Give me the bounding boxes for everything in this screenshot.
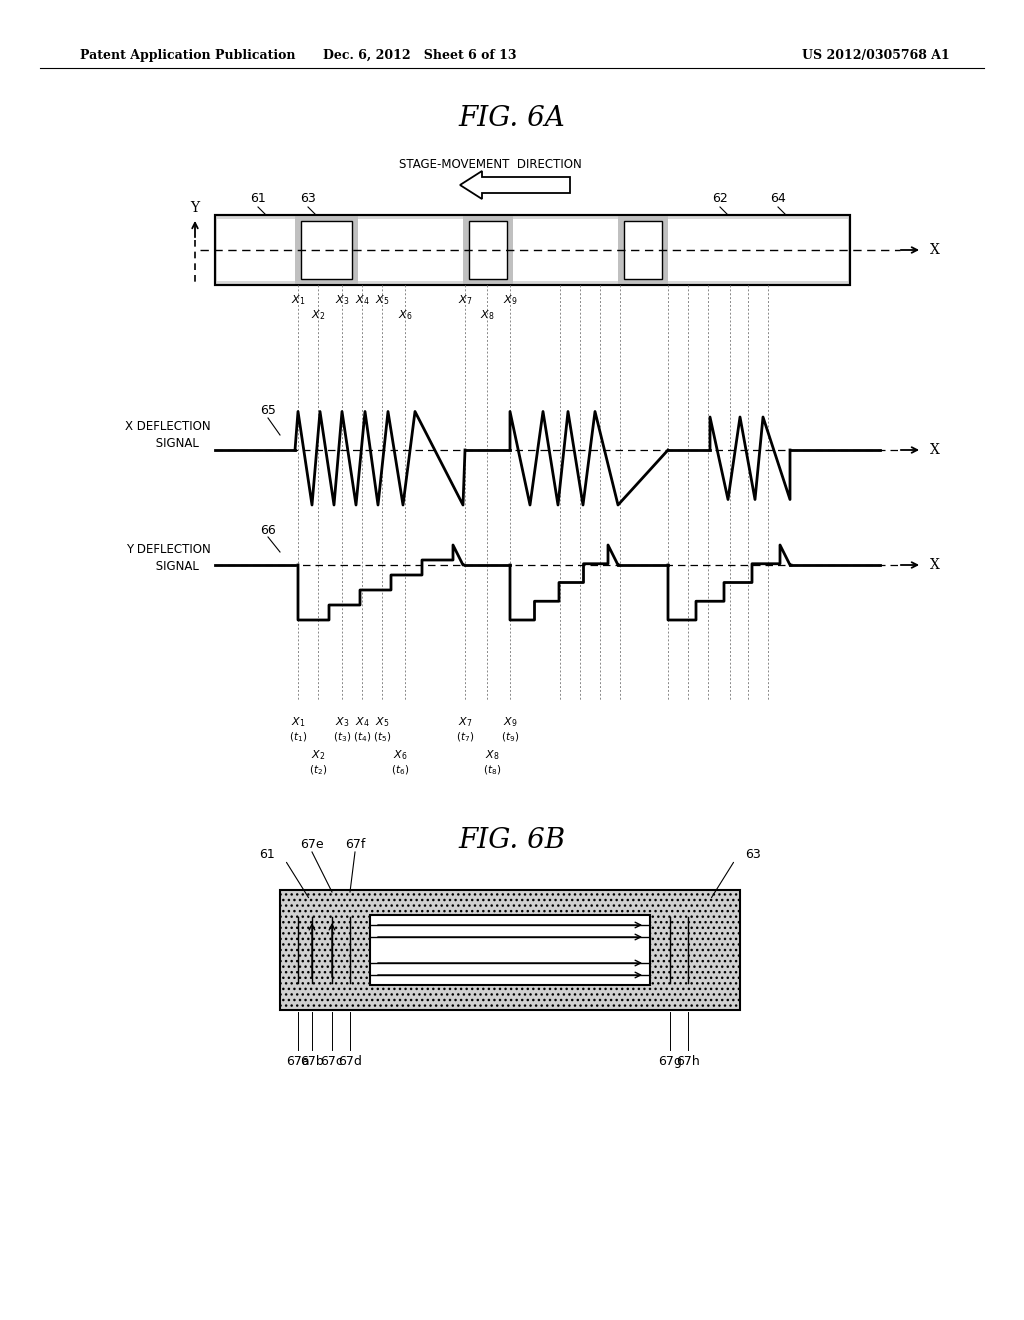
Text: X: X <box>930 444 940 457</box>
Text: $X_3$: $X_3$ <box>335 715 349 729</box>
Text: $(t_9)$: $(t_9)$ <box>501 730 519 743</box>
Bar <box>301 220 352 279</box>
Text: $X_7$: $X_7$ <box>458 715 472 729</box>
Text: 67g: 67g <box>658 1055 682 1068</box>
Text: $(t_1)$: $(t_1)$ <box>289 730 307 743</box>
Text: 67h: 67h <box>676 1055 699 1068</box>
Text: $X_4$: $X_4$ <box>354 715 370 729</box>
Text: 64: 64 <box>770 191 785 205</box>
Bar <box>295 215 358 285</box>
Text: $X_2$: $X_2$ <box>311 308 326 322</box>
Text: $X_5$: $X_5$ <box>375 715 389 729</box>
Text: FIG. 6A: FIG. 6A <box>459 104 565 132</box>
Text: Patent Application Publication: Patent Application Publication <box>80 49 296 62</box>
Bar <box>215 215 850 285</box>
Text: $X_4$: $X_4$ <box>354 293 370 306</box>
FancyArrow shape <box>460 172 570 199</box>
Text: $X_1$: $X_1$ <box>291 715 305 729</box>
Text: $X_6$: $X_6$ <box>397 308 413 322</box>
Text: $(t_3)$: $(t_3)$ <box>333 730 351 743</box>
Bar <box>215 215 850 285</box>
Text: $X_1$: $X_1$ <box>291 293 305 306</box>
Text: $(t_4)$: $(t_4)$ <box>353 730 371 743</box>
Text: 66: 66 <box>260 524 275 536</box>
Text: 67d: 67d <box>338 1055 361 1068</box>
Bar <box>624 220 662 279</box>
Text: US 2012/0305768 A1: US 2012/0305768 A1 <box>802 49 950 62</box>
Text: $(t_5)$: $(t_5)$ <box>373 730 391 743</box>
Text: 65: 65 <box>260 404 275 417</box>
Text: 67c: 67c <box>321 1055 343 1068</box>
Bar <box>280 890 740 1010</box>
Text: $X_6$: $X_6$ <box>393 748 408 762</box>
Bar <box>469 220 507 279</box>
Text: 67f: 67f <box>345 838 366 851</box>
Text: X DEFLECTION
     SIGNAL: X DEFLECTION SIGNAL <box>125 420 211 450</box>
Text: 61: 61 <box>250 191 266 205</box>
Text: Y DEFLECTION
     SIGNAL: Y DEFLECTION SIGNAL <box>126 543 210 573</box>
Text: $(t_7)$: $(t_7)$ <box>456 730 474 743</box>
Text: 61: 61 <box>259 849 275 862</box>
Text: 67b: 67b <box>300 1055 324 1068</box>
Bar <box>217 219 848 281</box>
Text: $X_8$: $X_8$ <box>484 748 500 762</box>
Bar <box>370 915 650 985</box>
Text: 63: 63 <box>745 849 761 862</box>
Text: X: X <box>930 558 940 572</box>
Text: $(t_6)$: $(t_6)$ <box>391 763 409 776</box>
Text: STAGE-MOVEMENT  DIRECTION: STAGE-MOVEMENT DIRECTION <box>398 158 582 172</box>
Text: $(t_8)$: $(t_8)$ <box>483 763 501 776</box>
Text: $X_8$: $X_8$ <box>480 308 495 322</box>
Text: $X_5$: $X_5$ <box>375 293 389 306</box>
Text: 62: 62 <box>712 191 728 205</box>
Text: $X_2$: $X_2$ <box>311 748 326 762</box>
Bar <box>463 215 513 285</box>
Text: 67a: 67a <box>286 1055 310 1068</box>
Text: X: X <box>930 243 940 257</box>
Text: Dec. 6, 2012   Sheet 6 of 13: Dec. 6, 2012 Sheet 6 of 13 <box>324 49 517 62</box>
Text: $(t_2)$: $(t_2)$ <box>309 763 327 776</box>
Text: FIG. 6B: FIG. 6B <box>459 826 565 854</box>
Text: $X_3$: $X_3$ <box>335 293 349 306</box>
Bar <box>618 215 668 285</box>
Text: $X_9$: $X_9$ <box>503 293 517 306</box>
Text: 67e: 67e <box>300 838 324 851</box>
Text: $X_9$: $X_9$ <box>503 715 517 729</box>
Text: Y: Y <box>190 201 200 215</box>
Text: 63: 63 <box>300 191 315 205</box>
Text: $X_7$: $X_7$ <box>458 293 472 306</box>
